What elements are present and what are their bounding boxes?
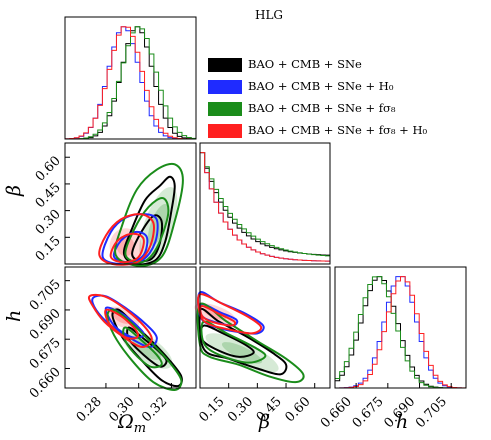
h-beta-density-red <box>194 303 237 325</box>
omega-histogram-green <box>64 26 197 140</box>
beta-histogram-black <box>199 152 331 264</box>
beta-y-tick-label: 0.60 <box>33 153 64 184</box>
h-x-tick-label: 0.660 <box>318 394 355 431</box>
legend-item-red: BAO + CMB + SNe + fσ₈ + H₀ <box>208 122 468 144</box>
beta-histogram-green <box>199 152 331 264</box>
legend-item-blue: BAO + CMB + SNe + H₀ <box>208 78 468 100</box>
h-y-tick-label: 0.705 <box>27 277 64 314</box>
legend-swatch-green <box>208 102 242 116</box>
h-x-tick-label: 0.675 <box>350 394 387 431</box>
beta-omega-contour-red <box>109 232 145 264</box>
legend-swatch-blue <box>208 80 242 94</box>
beta-x-tick-label: 0.30 <box>225 394 256 425</box>
h-beta-density-green <box>205 333 279 373</box>
h-beta-density-green <box>221 342 263 364</box>
omega-axis-label-subscript: m <box>134 421 146 436</box>
beta-y-tick-label: 0.15 <box>33 234 64 265</box>
legend-label: BAO + CMB + SNe + fσ₈ + H₀ <box>248 123 428 137</box>
beta-y-tick-label: 0.30 <box>33 207 64 238</box>
h-beta-contour-red <box>196 293 263 335</box>
beta-x-tick-label: 0.60 <box>282 394 313 425</box>
legend-label: BAO + CMB + SNe + fσ₈ <box>248 101 396 115</box>
legend-label: BAO + CMB + SNe + H₀ <box>248 79 394 93</box>
legend-item-green: BAO + CMB + SNe + fσ₈ <box>208 100 468 122</box>
h-omega-frame <box>64 266 197 389</box>
h-histogram-green <box>334 276 467 389</box>
beta-omega-contour-black <box>122 175 176 266</box>
h-beta-contour-green <box>196 302 305 384</box>
beta-y-axis-label: β <box>3 185 25 197</box>
figure-title: HLG <box>255 8 284 22</box>
legend-swatch-red <box>208 124 242 138</box>
beta-y-tick-label: 0.45 <box>33 180 64 211</box>
h-marginal-frame <box>334 266 467 389</box>
legend-swatch-black <box>208 58 242 72</box>
h-x-tick-label: 0.705 <box>413 394 450 431</box>
h-beta-frame <box>199 266 331 389</box>
h-beta-contour-red <box>199 305 237 327</box>
h-axis-label: h <box>396 411 408 433</box>
h-omega-contour-red <box>104 308 139 340</box>
h-y-tick-label: 0.690 <box>27 306 64 343</box>
legend-label: BAO + CMB + SNe <box>248 57 362 71</box>
beta-omega-contour-red <box>98 213 155 266</box>
h-beta-contour-black <box>197 307 288 376</box>
omega-x-tick-label: 0.28 <box>74 394 105 425</box>
omega-histogram-red <box>64 26 197 140</box>
beta-histogram-blue <box>199 152 331 264</box>
beta-omega-frame <box>64 142 197 265</box>
h-beta-contour-green <box>200 320 267 364</box>
beta-marginal-frame <box>199 142 331 265</box>
beta-omega-contour-green <box>124 196 170 264</box>
beta-x-tick-label: 0.15 <box>196 394 227 425</box>
legend-item-black: BAO + CMB + SNe <box>208 56 468 78</box>
omega-marginal-frame <box>64 16 197 140</box>
h-y-tick-label: 0.675 <box>27 335 64 372</box>
h-omega-contour-red <box>87 293 153 349</box>
h-y-axis-label: h <box>3 310 25 322</box>
h-y-tick-label: 0.660 <box>27 365 64 402</box>
beta-histogram-red <box>199 152 331 264</box>
beta-axis-label: β <box>258 411 270 433</box>
legend: BAO + CMB + SNe BAO + CMB + SNe + H₀ BAO… <box>208 56 468 144</box>
